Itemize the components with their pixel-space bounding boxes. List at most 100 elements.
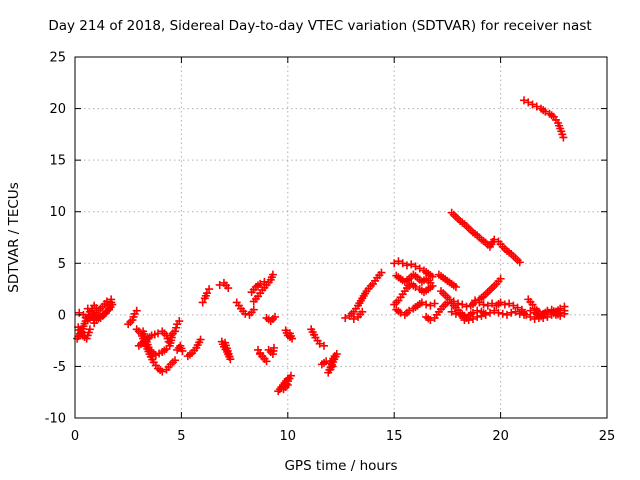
- data-point: [496, 274, 505, 283]
- data-point: [490, 306, 499, 315]
- data-point: [422, 300, 431, 309]
- data-point: [498, 309, 507, 318]
- y-tick-label: 25: [49, 51, 66, 66]
- data-point: [271, 312, 280, 321]
- x-tick-label: 5: [177, 429, 185, 444]
- data-point: [559, 133, 568, 142]
- data-point: [108, 300, 117, 309]
- data-point: [505, 299, 514, 308]
- data-point: [205, 285, 214, 294]
- x-axis-title: GPS time / hours: [284, 458, 397, 474]
- data-point: [107, 295, 116, 304]
- data-point: [556, 304, 565, 313]
- data-point: [479, 300, 488, 309]
- data-point: [405, 306, 414, 315]
- chart-title: Day 214 of 2018, Sidereal Day-to-day VTE…: [48, 18, 592, 34]
- data-point: [522, 310, 531, 319]
- data-point: [471, 296, 480, 305]
- data-point: [411, 262, 420, 271]
- x-tick-label: 10: [280, 429, 297, 444]
- data-point: [224, 284, 233, 293]
- data-point: [285, 329, 294, 338]
- data-point: [411, 283, 420, 292]
- data-point: [502, 310, 511, 319]
- data-point: [398, 259, 407, 268]
- data-point: [102, 297, 111, 306]
- data-point: [426, 316, 435, 325]
- data-point: [513, 303, 522, 312]
- x-tick-label: 15: [386, 429, 403, 444]
- data-point: [528, 100, 537, 109]
- data-point: [526, 312, 535, 321]
- data-point: [426, 278, 435, 287]
- data-point: [328, 362, 337, 371]
- data-point: [175, 317, 184, 326]
- data-point: [426, 301, 435, 310]
- data-point: [415, 264, 424, 273]
- data-point: [494, 308, 503, 317]
- y-tick-label: 15: [49, 154, 66, 169]
- data-point: [428, 272, 437, 281]
- data-point: [358, 307, 367, 316]
- data-point: [532, 102, 541, 111]
- data-point: [458, 300, 467, 309]
- data-point: [377, 268, 386, 277]
- data-point: [132, 306, 141, 315]
- data-point: [490, 235, 499, 244]
- data-point: [515, 258, 524, 267]
- data-point: [447, 307, 456, 316]
- data-point: [283, 380, 292, 389]
- data-points: [73, 96, 569, 396]
- data-point: [481, 310, 490, 319]
- data-point: [171, 356, 180, 365]
- y-tick-label: -5: [53, 360, 66, 375]
- data-point: [256, 350, 265, 359]
- data-point: [473, 306, 482, 315]
- data-point: [198, 298, 207, 307]
- y-tick-label: 20: [49, 102, 66, 117]
- data-point: [83, 304, 92, 313]
- x-tick-label: 25: [599, 429, 616, 444]
- grid: [75, 57, 607, 418]
- data-point: [249, 305, 258, 314]
- data-point: [485, 308, 494, 317]
- data-point: [172, 323, 181, 332]
- data-point: [319, 341, 328, 350]
- data-point: [202, 289, 211, 298]
- data-point: [196, 335, 205, 344]
- data-point: [530, 314, 539, 323]
- data-point: [430, 299, 439, 308]
- data-point: [449, 297, 458, 306]
- data-point: [256, 279, 265, 288]
- axis-ticks: 0 5 10 15 20 25 -10 -5 0 5 10 15 20 25: [45, 51, 616, 445]
- data-point: [560, 302, 569, 311]
- data-point: [483, 301, 492, 310]
- y-tick-label: 5: [58, 257, 66, 272]
- y-tick-label: -10: [45, 412, 66, 427]
- data-point: [241, 309, 250, 318]
- data-point: [560, 309, 569, 318]
- data-point: [171, 327, 180, 336]
- data-point: [221, 338, 230, 347]
- x-tick-label: 20: [492, 429, 509, 444]
- data-point: [507, 308, 516, 317]
- data-point: [407, 260, 416, 269]
- data-point: [349, 314, 358, 323]
- data-point: [524, 98, 533, 107]
- y-tick-label: 10: [49, 205, 66, 220]
- data-point: [496, 298, 505, 307]
- data-point: [315, 339, 324, 348]
- data-point: [451, 309, 460, 318]
- data-point: [451, 283, 460, 292]
- data-point: [541, 107, 550, 116]
- y-tick-label: 0: [58, 308, 66, 323]
- data-point: [509, 301, 518, 310]
- x-tick-label: 0: [71, 429, 79, 444]
- data-point: [394, 257, 403, 266]
- data-point: [520, 96, 529, 105]
- data-point: [178, 346, 187, 355]
- data-point: [402, 261, 411, 270]
- plot-frame: [74, 56, 608, 419]
- data-point: [500, 300, 509, 309]
